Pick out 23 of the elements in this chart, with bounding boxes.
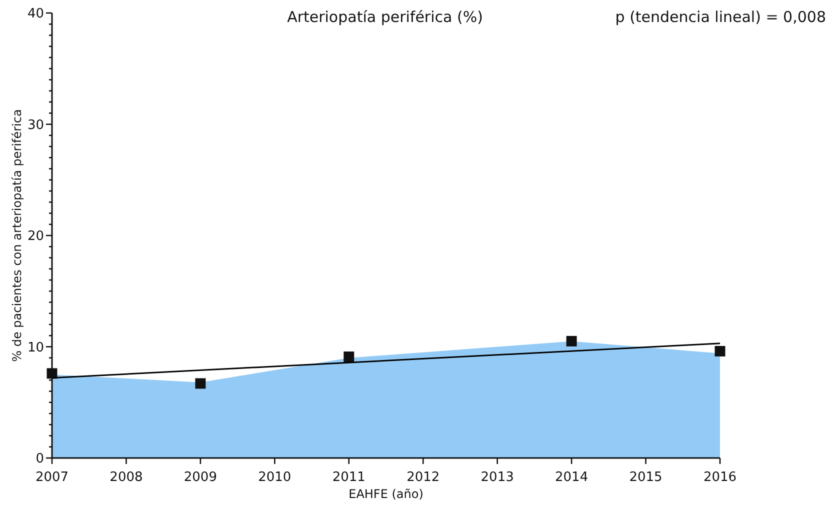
annotation: p (tendencia lineal) = 0,008 (615, 8, 826, 26)
point (714, 346, 726, 356)
y-tick-label: 30 (27, 118, 44, 133)
x-axis-title: EAHFE (año) (348, 487, 424, 501)
chart-title: Arteriopatía periférica (%) (287, 8, 483, 26)
x-tick-label: 2013 (480, 470, 514, 485)
x-tick-label: 2008 (110, 470, 143, 485)
y-tick-label: 40 (27, 6, 44, 22)
x-tick-label: 2012 (406, 470, 440, 485)
y-axis-title: % de pacientes con arteriopatía periférica (10, 109, 24, 362)
point (195, 378, 206, 389)
y-tick-label: 0 (36, 452, 44, 467)
x-tick-label: 2014 (555, 470, 588, 485)
x-tick-label: 2011 (332, 470, 366, 485)
x-tick-label: 2010 (258, 470, 292, 485)
x-tick-label: 2015 (629, 470, 662, 485)
point (344, 352, 354, 362)
x-tick-label: 2007 (35, 470, 69, 485)
x-tick-label: 2016 (703, 470, 737, 485)
y-tick-label: 10 (27, 340, 44, 356)
y-tick-label: 20 (27, 229, 44, 244)
x-tick-label: 2009 (184, 470, 217, 485)
point (566, 336, 577, 346)
